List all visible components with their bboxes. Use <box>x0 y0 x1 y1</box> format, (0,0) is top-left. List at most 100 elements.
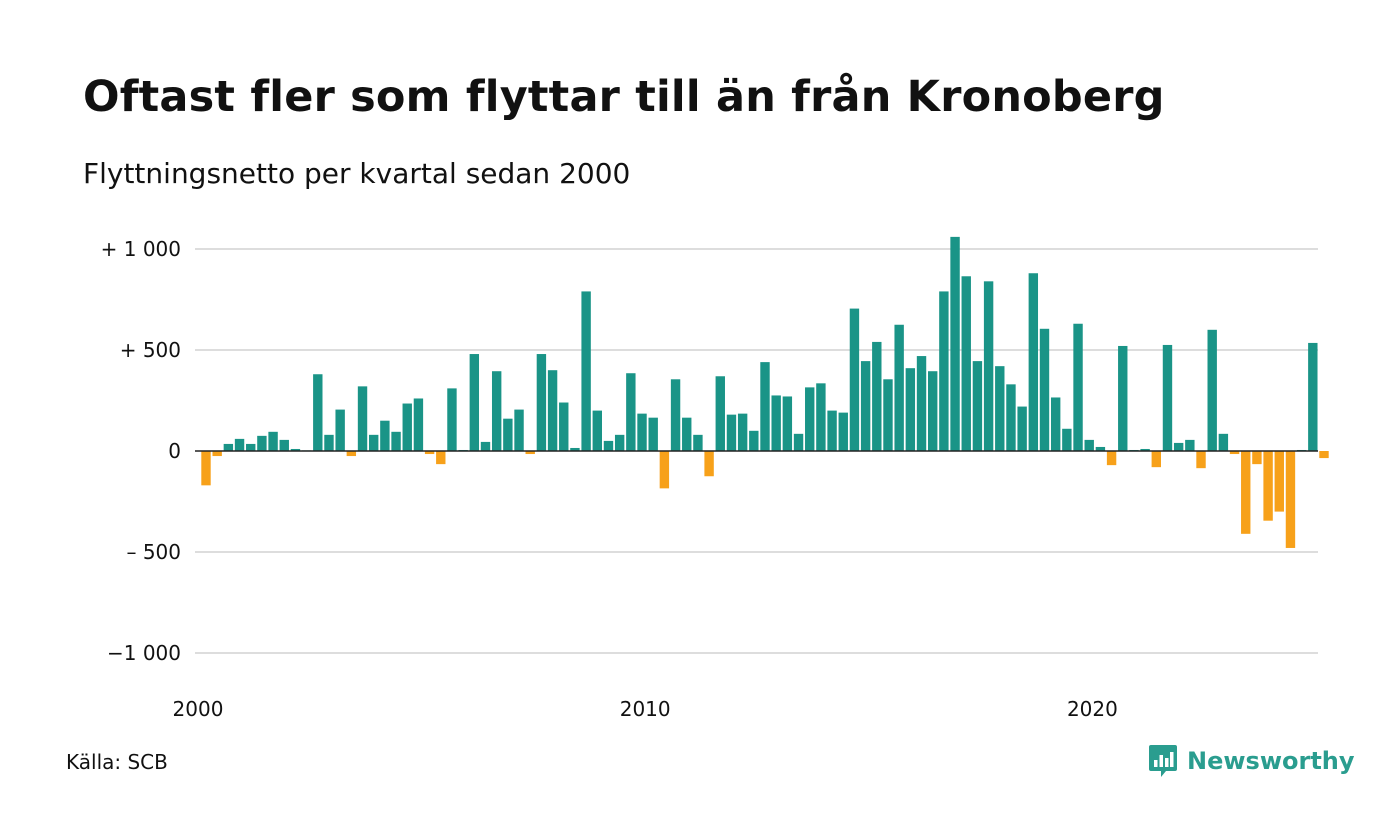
bar-chart: + 1 000 + 500 0 – 500 −1 000 2000 2010 2020 <box>101 236 1329 721</box>
bar <box>626 373 636 451</box>
bar <box>369 434 379 451</box>
bar <box>916 356 927 451</box>
bar <box>782 396 793 451</box>
bar <box>536 354 547 451</box>
bar <box>1084 439 1094 451</box>
bar <box>402 403 412 451</box>
bar <box>771 395 781 451</box>
chart-subtitle: Flyttningsnetto per kvartal sedan 2000 <box>83 157 631 190</box>
bar <box>648 417 658 451</box>
brand-name: Newsworthy <box>1187 747 1355 775</box>
bar <box>234 438 245 451</box>
bar <box>1106 451 1117 466</box>
x-tick-label: 2020 <box>1067 697 1118 721</box>
bar <box>682 417 692 451</box>
bar <box>279 439 289 451</box>
bar <box>514 409 524 451</box>
bar <box>961 276 971 451</box>
bar <box>391 431 401 451</box>
bar <box>1062 428 1072 451</box>
bar <box>1229 451 1240 455</box>
bar <box>503 418 513 451</box>
chart-title: Oftast fler som flyttar till än från Kro… <box>83 72 1165 122</box>
bar <box>860 361 871 451</box>
y-tick-label: – 500 <box>126 540 181 564</box>
bar <box>905 368 916 451</box>
x-tick-label: 2010 <box>620 697 671 721</box>
y-tick-label: −1 000 <box>107 641 181 665</box>
bar <box>816 383 826 451</box>
bar <box>559 402 569 451</box>
bar <box>1028 273 1039 451</box>
y-axis: + 1 000 + 500 0 – 500 −1 000 <box>101 237 181 665</box>
bar <box>1274 451 1284 512</box>
bar <box>872 341 882 451</box>
bar <box>693 434 703 451</box>
y-tick-label: + 1 000 <box>101 237 181 261</box>
bar <box>1252 451 1262 465</box>
bar <box>547 370 558 451</box>
bar <box>1173 442 1184 451</box>
bar <box>335 409 345 451</box>
bar <box>268 431 278 451</box>
bar <box>1140 448 1150 451</box>
bar <box>827 410 837 451</box>
bar <box>883 379 893 451</box>
x-axis: 2000 2010 2020 <box>173 697 1118 721</box>
bar <box>1162 344 1173 451</box>
bar <box>447 388 457 451</box>
bar <box>726 414 737 451</box>
bar <box>1118 345 1128 451</box>
bar <box>1241 451 1251 534</box>
bar <box>201 451 211 486</box>
bar <box>1207 329 1217 451</box>
bar <box>950 236 960 451</box>
bar <box>760 362 770 451</box>
bar <box>212 451 222 457</box>
bar <box>983 281 994 451</box>
bar <box>715 376 725 451</box>
bar <box>749 430 759 451</box>
bar <box>939 291 949 451</box>
bar <box>670 379 681 451</box>
brand: Newsworthy <box>1148 743 1355 779</box>
y-tick-label: + 500 <box>120 338 181 362</box>
bar <box>357 386 368 451</box>
bar <box>223 443 234 451</box>
bar <box>581 291 591 451</box>
bar <box>659 451 670 489</box>
bar <box>1006 384 1016 451</box>
bar <box>324 434 334 451</box>
newsworthy-logo-icon <box>1149 745 1177 777</box>
bar <box>469 354 480 451</box>
bar <box>805 387 815 451</box>
bar <box>928 371 938 451</box>
y-tick-label: 0 <box>168 439 181 463</box>
bar <box>257 435 267 451</box>
bar <box>1196 451 1206 469</box>
bar <box>413 398 424 451</box>
bar <box>290 448 301 451</box>
bar <box>972 361 983 451</box>
bar <box>1039 328 1050 451</box>
x-tick-label: 2000 <box>173 697 224 721</box>
bar <box>838 412 848 451</box>
bar <box>1185 439 1195 451</box>
bar <box>995 366 1005 451</box>
source-note: Källa: SCB <box>66 750 168 774</box>
bar <box>592 410 602 451</box>
bar <box>1073 323 1083 451</box>
bar <box>1218 433 1229 451</box>
bar <box>313 374 323 451</box>
bar <box>614 434 625 451</box>
bar <box>424 451 435 455</box>
bar <box>346 451 357 457</box>
bar <box>525 451 535 455</box>
bar <box>1285 451 1296 548</box>
bar <box>1263 451 1273 521</box>
bar <box>1050 397 1061 451</box>
bar <box>1308 342 1318 451</box>
bar <box>1151 451 1161 468</box>
bar <box>603 440 614 451</box>
bar <box>436 451 446 465</box>
